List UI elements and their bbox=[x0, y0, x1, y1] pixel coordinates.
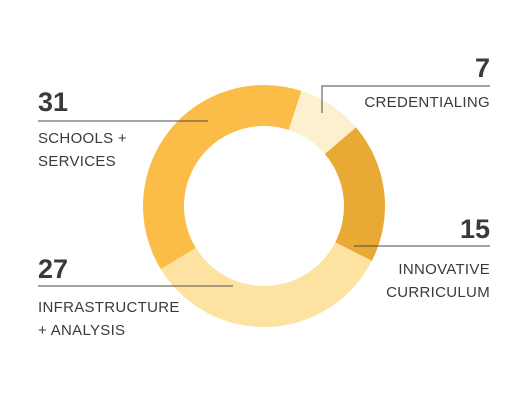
slice-label-2-line-1: + ANALYSIS bbox=[38, 322, 125, 339]
slice-labels: 7 CREDENTIALING 15 INNOVATIVE CURRICULUM 27 IN… bbox=[38, 53, 490, 339]
slice-label-2-line-0: INFRASTRUCTURE bbox=[38, 299, 180, 316]
donut-slice-1 bbox=[324, 127, 385, 261]
donut-slice-0 bbox=[288, 90, 357, 155]
slice-value-1: 15 bbox=[460, 214, 490, 244]
slice-label-3-line-0: SCHOOLS + bbox=[38, 130, 127, 147]
slice-value-2: 27 bbox=[38, 254, 68, 284]
leader-line-0 bbox=[321, 85, 490, 113]
slice-label-1-line-1: CURRICULUM bbox=[386, 284, 490, 301]
donut-slice-3 bbox=[143, 85, 302, 270]
slice-label-group-0: 7 CREDENTIALING bbox=[321, 53, 490, 113]
donut-slices bbox=[143, 85, 385, 327]
slice-label-group-3: 31 SCHOOLS + SERVICES bbox=[38, 87, 208, 170]
slice-label-1-line-0: INNOVATIVE bbox=[398, 261, 490, 278]
slice-value-0: 7 bbox=[475, 53, 490, 83]
slice-label-0-line-0: CREDENTIALING bbox=[364, 94, 490, 111]
slice-label-3-line-1: SERVICES bbox=[38, 153, 116, 170]
slice-label-group-2: 27 INFRASTRUCTURE + ANALYSIS bbox=[38, 254, 233, 339]
slice-label-group-1: 15 INNOVATIVE CURRICULUM bbox=[354, 214, 490, 301]
slice-value-3: 31 bbox=[38, 87, 68, 117]
donut-slice-2 bbox=[160, 242, 372, 327]
